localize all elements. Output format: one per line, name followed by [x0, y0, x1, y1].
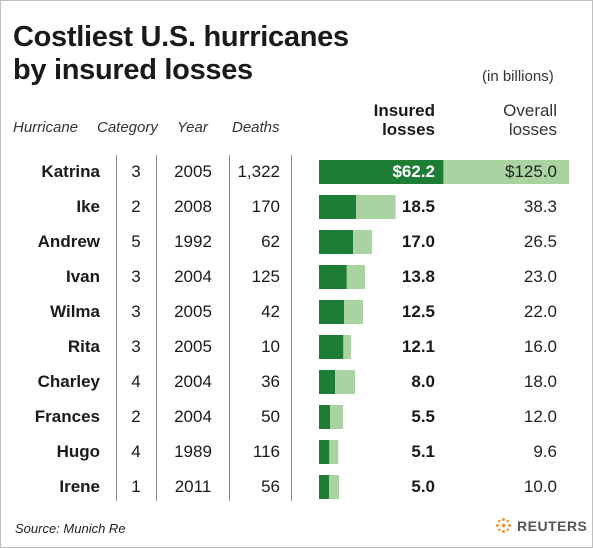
column-header-insured: Insured losses [373, 101, 435, 139]
category-value: 4 [131, 442, 141, 461]
deaths-value: 42 [261, 302, 280, 321]
overall-loss-label: 16.0 [523, 337, 557, 356]
reuters-logo-icon [496, 518, 511, 533]
year-value: 2004 [174, 407, 212, 426]
category-value: 2 [131, 197, 141, 216]
deaths-value: 116 [252, 442, 280, 461]
column-divider [291, 155, 292, 501]
deaths-value: 125 [251, 267, 280, 286]
column-header-overall: Overall losses [503, 101, 557, 139]
category-value: 3 [131, 337, 141, 356]
insured-loss-bar [319, 265, 347, 289]
hurricane-name: Frances [34, 407, 100, 426]
hurricane-name: Charley [37, 372, 100, 391]
year-value: 2008 [174, 197, 212, 216]
insured-loss-bar [319, 475, 329, 499]
insured-loss-bar [319, 160, 444, 184]
hurricane-name: Andrew [37, 232, 100, 251]
insured-loss-bar [319, 440, 330, 464]
overall-loss-label: 10.0 [523, 477, 557, 496]
overall-loss-label: 18.0 [523, 372, 557, 391]
category-value: 1 [131, 477, 141, 496]
category-value: 3 [131, 162, 141, 181]
year-value: 2011 [174, 477, 212, 496]
year-value: 2004 [174, 372, 212, 391]
year-value: 2005 [174, 337, 212, 356]
column-divider [116, 155, 117, 501]
column-header-deaths: Deaths [232, 119, 280, 136]
deaths-value: 62 [261, 232, 280, 251]
overall-loss-label: 26.5 [523, 232, 557, 251]
overall-loss-label: 9.6 [533, 442, 557, 461]
column-header-hurricane: Hurricane [13, 119, 79, 136]
insured-loss-label: 5.5 [411, 407, 435, 426]
hurricane-name: Ike [76, 197, 100, 216]
insured-loss-bar [319, 335, 344, 359]
year-value: 1989 [174, 442, 212, 461]
category-value: 5 [131, 232, 141, 251]
hurricane-name: Katrina [41, 162, 100, 181]
reuters-brand: REUTERS [495, 517, 587, 534]
insured-loss-label: 17.0 [401, 232, 435, 251]
overall-loss-label: $125.0 [505, 162, 557, 181]
year-value: 2005 [174, 162, 212, 181]
brand-name: REUTERS [517, 517, 588, 534]
deaths-value: 36 [261, 372, 280, 391]
column-header-category: Category [97, 119, 158, 136]
insured-loss-label: 8.0 [411, 372, 435, 391]
category-value: 3 [131, 267, 141, 286]
overall-loss-label: 23.0 [523, 267, 557, 286]
deaths-value: 1,322 [237, 162, 280, 181]
year-value: 2004 [174, 267, 212, 286]
hurricane-name: Rita [67, 337, 100, 356]
insured-loss-bar [319, 405, 330, 429]
hurricane-name: Irene [59, 477, 100, 496]
overall-loss-label: 22.0 [523, 302, 557, 321]
category-value: 2 [131, 407, 141, 426]
overall-loss-label: 12.0 [523, 407, 557, 426]
insured-loss-bar [319, 370, 335, 394]
source-note: Source: Munich Re [15, 521, 126, 536]
insured-loss-label: 18.5 [401, 197, 435, 216]
column-divider [229, 155, 230, 501]
units-note: (in billions) [482, 68, 554, 85]
category-value: 4 [131, 372, 141, 391]
hurricane-name: Ivan [65, 267, 100, 286]
column-header-year: Year [177, 119, 208, 136]
insured-loss-label: 5.1 [411, 442, 435, 461]
insured-loss-bar [319, 195, 356, 219]
year-value: 2005 [174, 302, 212, 321]
hurricane-name: Wilma [50, 302, 100, 321]
insured-loss-bar [319, 230, 353, 254]
insured-loss-label: 13.8 [401, 267, 435, 286]
deaths-value: 10 [261, 337, 280, 356]
chart-title: Costliest U.S. hurricanes by insured los… [13, 21, 349, 86]
category-value: 3 [131, 302, 141, 321]
deaths-value: 170 [251, 197, 280, 216]
overall-loss-label: 38.3 [523, 197, 557, 216]
deaths-value: 56 [261, 477, 280, 496]
insured-loss-label: $62.2 [392, 162, 435, 181]
insured-loss-label: 5.0 [411, 477, 435, 496]
insured-loss-label: 12.5 [401, 302, 435, 321]
deaths-value: 50 [261, 407, 280, 426]
column-divider [156, 155, 157, 501]
insured-loss-label: 12.1 [401, 337, 435, 356]
insured-loss-bar [319, 300, 344, 324]
year-value: 1992 [174, 232, 212, 251]
hurricane-name: Hugo [56, 442, 100, 461]
